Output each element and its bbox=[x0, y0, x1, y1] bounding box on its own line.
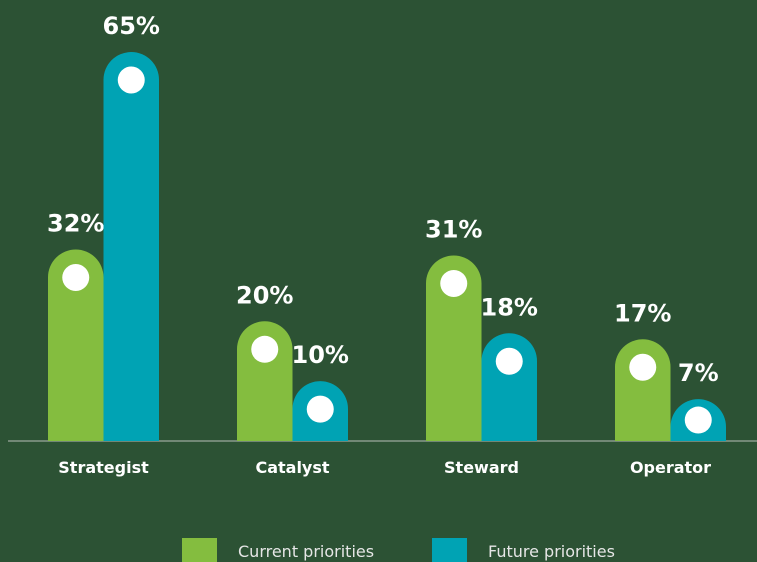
bar-dot bbox=[684, 406, 712, 434]
legend-label: Future priorities bbox=[488, 542, 615, 561]
x-tick-label: Catalyst bbox=[255, 458, 329, 477]
x-tick-label: Strategist bbox=[58, 458, 149, 477]
bar-dot bbox=[117, 66, 145, 94]
x-tick-label: Steward bbox=[444, 458, 519, 477]
bar-dot bbox=[62, 263, 90, 291]
bar bbox=[237, 321, 293, 441]
bar bbox=[481, 333, 537, 441]
value-label: 10% bbox=[292, 341, 349, 369]
legend-swatch bbox=[432, 538, 467, 562]
value-label: 7% bbox=[678, 359, 719, 387]
legend-label: Current priorities bbox=[238, 542, 374, 561]
bar-dot bbox=[306, 395, 334, 423]
bar-dot bbox=[629, 353, 657, 381]
value-label: 18% bbox=[481, 293, 538, 321]
bar-dot bbox=[495, 347, 523, 375]
value-label: 31% bbox=[425, 215, 482, 243]
bar bbox=[426, 255, 482, 441]
value-label: 65% bbox=[103, 12, 160, 40]
bar-dot bbox=[251, 335, 279, 363]
bar bbox=[103, 52, 159, 442]
value-label: 17% bbox=[614, 299, 671, 327]
value-label: 32% bbox=[47, 209, 104, 237]
x-tick-label: Operator bbox=[630, 458, 711, 477]
legend-swatch bbox=[182, 538, 217, 562]
bar bbox=[48, 249, 104, 441]
bar-dot bbox=[440, 269, 468, 297]
value-label: 20% bbox=[236, 281, 293, 309]
bar bbox=[615, 339, 671, 441]
